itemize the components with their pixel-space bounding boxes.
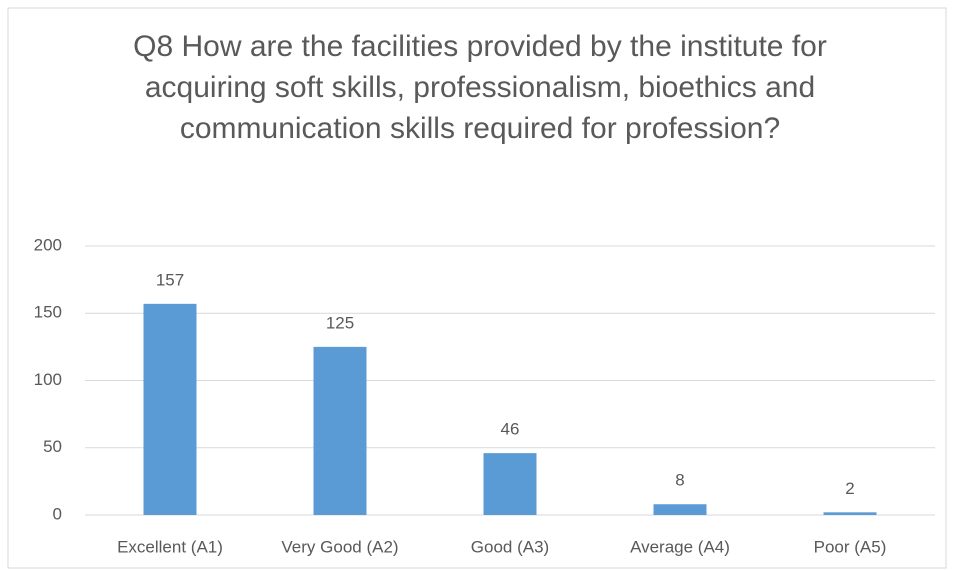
- bar: [313, 346, 367, 515]
- x-tick-label: Excellent (A1): [117, 537, 223, 556]
- y-tick-label: 0: [53, 504, 62, 523]
- x-tick-label: Very Good (A2): [281, 537, 398, 556]
- data-label: 46: [501, 420, 520, 439]
- x-tick-label: Good (A3): [471, 537, 549, 556]
- x-tick-label: Poor (A5): [814, 537, 887, 556]
- bar: [483, 453, 537, 515]
- y-tick-label: 100: [34, 370, 62, 389]
- data-label: 2: [845, 479, 854, 498]
- x-tick-label: Average (A4): [630, 537, 730, 556]
- data-label: 157: [156, 270, 184, 289]
- y-tick-label: 50: [43, 437, 62, 456]
- bar: [653, 504, 707, 515]
- bar: [143, 303, 197, 515]
- y-tick-label: 200: [34, 235, 62, 254]
- data-label: 125: [326, 313, 354, 332]
- chart-title: Q8 How are the facilities provided by th…: [133, 30, 827, 145]
- y-tick-label: 150: [34, 303, 62, 322]
- data-label: 8: [675, 471, 684, 490]
- bar: [823, 512, 877, 515]
